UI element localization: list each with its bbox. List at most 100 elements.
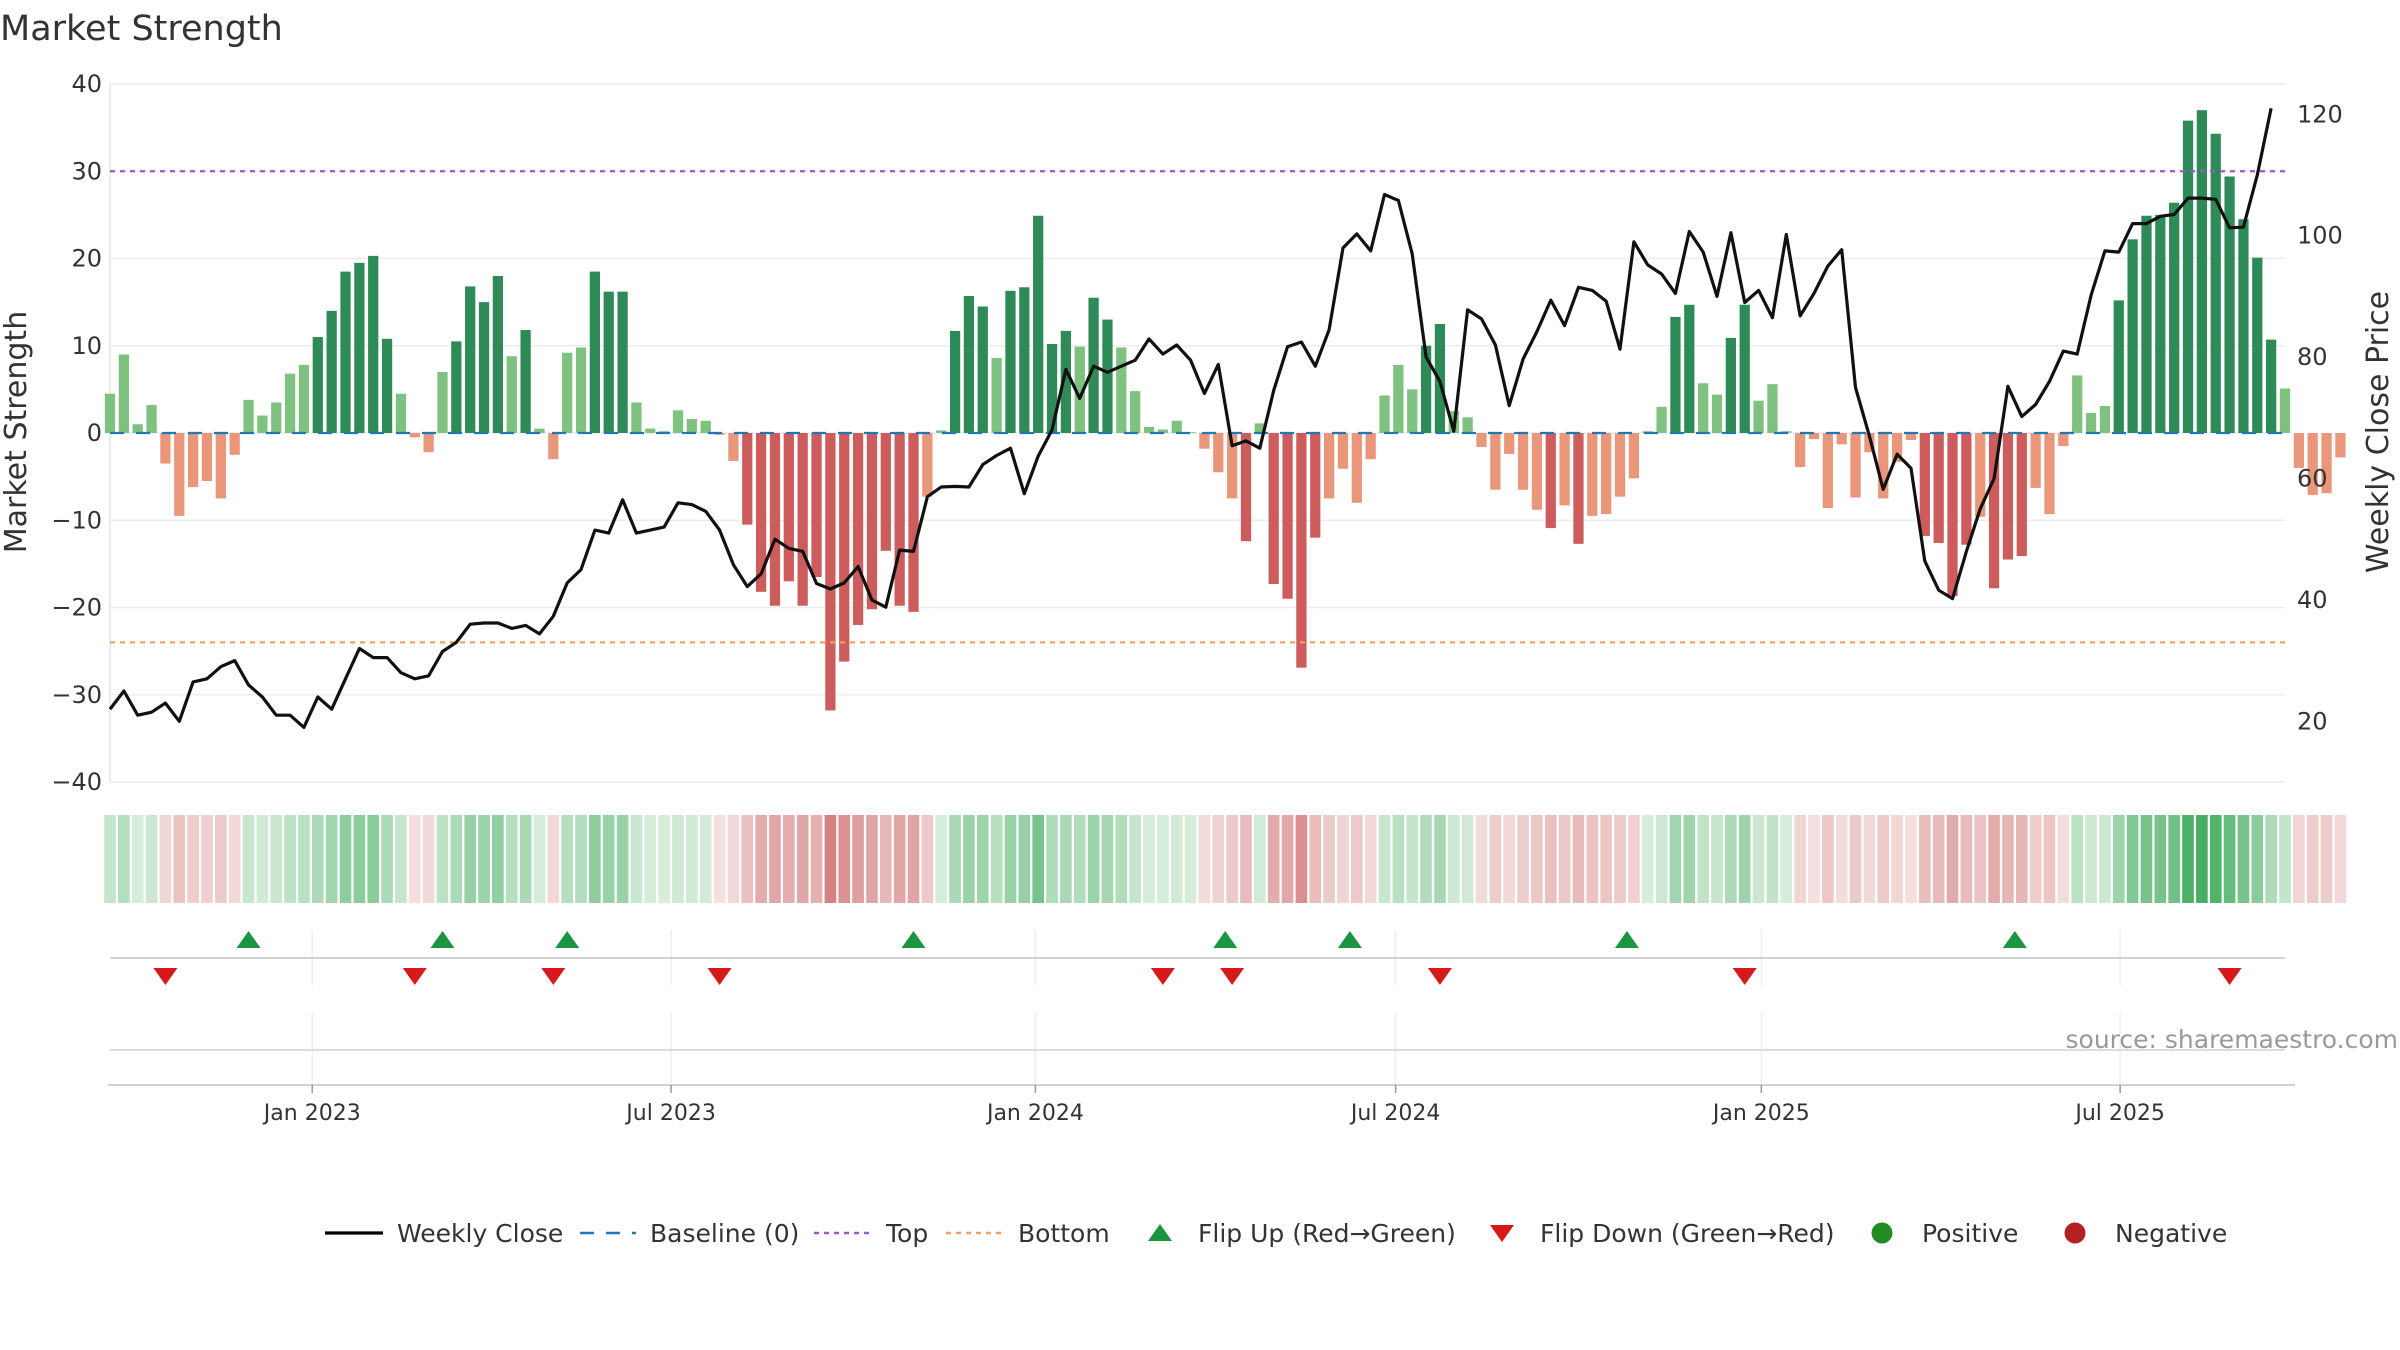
strength-bar bbox=[617, 291, 628, 433]
right-tick-label: 120 bbox=[2297, 100, 2343, 128]
strip-cell bbox=[810, 815, 823, 903]
strip-cell bbox=[1918, 815, 1931, 903]
strength-bar bbox=[1130, 391, 1141, 433]
strength-bar bbox=[1545, 433, 1556, 529]
strip-cell bbox=[672, 815, 684, 903]
strip-cell bbox=[2154, 815, 2167, 903]
strength-bar bbox=[354, 262, 365, 433]
flip-down-marker bbox=[1150, 968, 1175, 985]
left-tick-label: −10 bbox=[51, 506, 102, 534]
strength-bar bbox=[977, 306, 988, 433]
strip-cell bbox=[533, 815, 546, 903]
strength-bar bbox=[1227, 433, 1238, 499]
strength-bar bbox=[1684, 304, 1695, 433]
strip-cell bbox=[1087, 815, 1100, 903]
strip-cell bbox=[1281, 815, 1294, 903]
weekly-close-line bbox=[108, 107, 2273, 730]
strength-bar bbox=[755, 433, 767, 592]
strength-bar bbox=[2058, 433, 2069, 447]
flip-up-marker bbox=[1213, 931, 1238, 948]
strip-cell bbox=[2140, 815, 2153, 903]
strip-cell bbox=[1725, 815, 1737, 903]
strip-cell bbox=[2293, 815, 2305, 903]
strength-bar bbox=[589, 271, 600, 433]
x-axis-ticks: Jan 2023 Jul 2023 Jan 2024 Jul 2024 Jan 2025… bbox=[262, 1085, 2165, 1126]
strength-bar bbox=[118, 354, 129, 433]
x-tick-label: Jul 2024 bbox=[1349, 1101, 1441, 1126]
strip-cell bbox=[561, 815, 573, 903]
strip-cell bbox=[1711, 815, 1723, 903]
strength-bar bbox=[104, 393, 116, 433]
strength-bar bbox=[645, 428, 656, 433]
strip-cell bbox=[2237, 815, 2250, 903]
strength-bar bbox=[1420, 345, 1432, 433]
strength-bar bbox=[1116, 347, 1127, 433]
strength-bar bbox=[672, 410, 684, 433]
strip-cell bbox=[2126, 815, 2139, 903]
strip-cell bbox=[2043, 815, 2056, 903]
strength-bar bbox=[686, 419, 697, 433]
right-axis-ticks: 20 40 60 80 100 120 bbox=[2297, 100, 2343, 735]
strip-cell bbox=[1184, 815, 1197, 903]
strip-cell bbox=[2071, 815, 2084, 903]
strip-cell bbox=[381, 815, 393, 903]
strip-cell bbox=[353, 815, 366, 903]
strip-cell bbox=[1600, 815, 1612, 903]
flip-down-marker bbox=[707, 968, 732, 985]
strip-cell bbox=[727, 815, 740, 903]
strip-cell bbox=[1766, 815, 1779, 903]
strip-cell bbox=[1018, 815, 1031, 903]
strip-cell bbox=[1960, 815, 1973, 903]
strength-bar bbox=[1698, 383, 1709, 433]
strip-cell bbox=[2251, 815, 2264, 903]
strip-cell bbox=[1004, 815, 1017, 903]
strength-bar bbox=[894, 433, 905, 606]
strength-bar bbox=[2279, 388, 2291, 433]
strength-bar bbox=[409, 433, 420, 438]
strength-bar bbox=[187, 433, 199, 488]
flip-down-marker bbox=[402, 968, 427, 985]
legend-item: Baseline (0) bbox=[580, 1219, 799, 1248]
strength-bar bbox=[1961, 433, 1972, 545]
flip-down-marker bbox=[1427, 968, 1452, 985]
strip-cell bbox=[1143, 815, 1155, 903]
strip-cell bbox=[131, 815, 144, 903]
strength-bar bbox=[1670, 316, 1681, 433]
strip-cell bbox=[1974, 815, 1987, 903]
strength-bar bbox=[1725, 337, 1736, 433]
strip-cell bbox=[1406, 815, 1419, 903]
strip-cell bbox=[2265, 815, 2277, 903]
strength-bar bbox=[2044, 433, 2055, 515]
strength-bar bbox=[797, 433, 808, 606]
strip-cell bbox=[949, 815, 961, 903]
legend-label: Weekly Close bbox=[397, 1219, 563, 1248]
strip-cell bbox=[1669, 815, 1682, 903]
chart-title: Market Strength bbox=[0, 9, 283, 49]
strength-bar bbox=[742, 433, 753, 525]
strip-cell bbox=[367, 815, 380, 903]
strip-cell bbox=[1254, 815, 1266, 903]
strength-bar bbox=[1878, 433, 1889, 499]
strength-bar bbox=[880, 433, 891, 551]
strip-cell bbox=[478, 815, 490, 903]
strength-bar bbox=[2266, 339, 2277, 433]
strength-bar bbox=[1337, 433, 1349, 469]
strength-bar bbox=[562, 352, 573, 433]
strip-cell bbox=[2196, 815, 2208, 903]
strength-bar bbox=[1947, 433, 1958, 597]
right-tick-label: 40 bbox=[2297, 586, 2328, 614]
strip-cell bbox=[879, 815, 892, 903]
strength-bar bbox=[160, 433, 171, 464]
left-tick-label: 20 bbox=[71, 245, 102, 273]
strip-cell bbox=[201, 815, 213, 903]
flip-up-marker bbox=[430, 931, 455, 948]
strength-bar bbox=[2210, 133, 2221, 434]
strip-cell bbox=[159, 815, 172, 903]
strength-bar bbox=[492, 275, 504, 433]
strength-bar bbox=[1296, 433, 1307, 668]
strength-bar bbox=[2002, 433, 2014, 560]
strip-cell bbox=[1295, 815, 1308, 903]
strength-bar bbox=[1033, 215, 1044, 433]
legend-label: Flip Up (Red→Green) bbox=[1198, 1219, 1456, 1248]
strength-bar bbox=[2293, 433, 2304, 468]
